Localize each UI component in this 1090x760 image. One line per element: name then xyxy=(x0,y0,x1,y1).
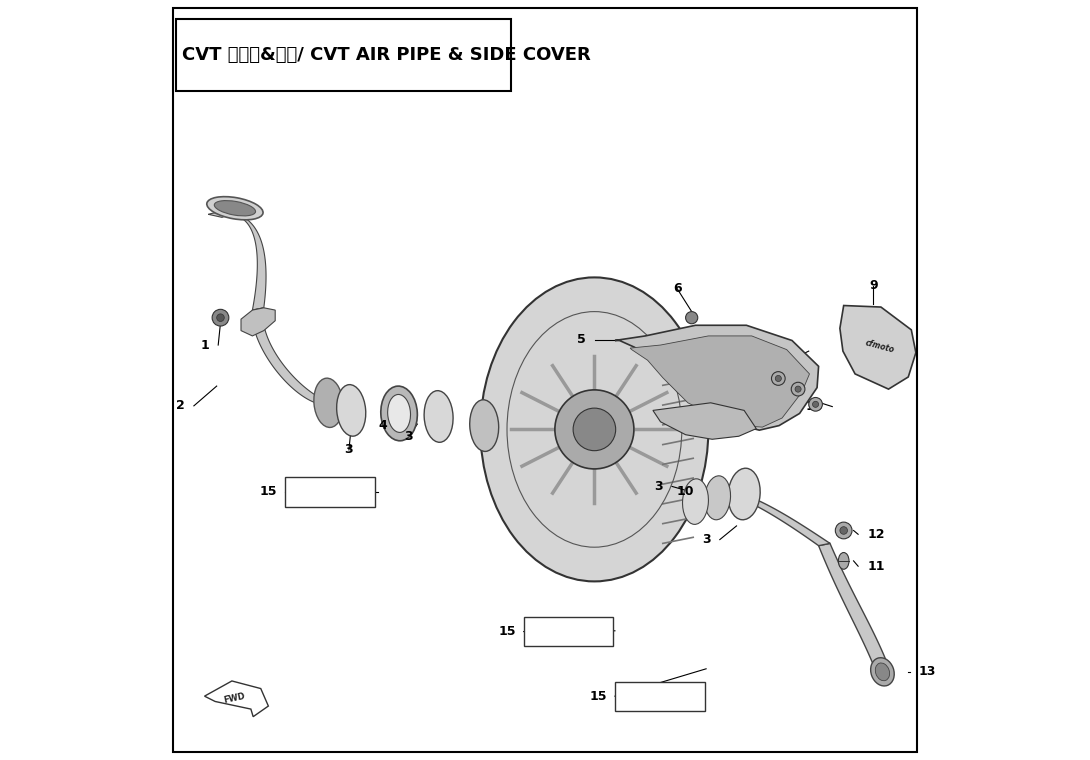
Text: 15: 15 xyxy=(498,625,517,638)
Ellipse shape xyxy=(215,201,255,216)
Circle shape xyxy=(835,522,852,539)
Ellipse shape xyxy=(380,386,417,441)
Circle shape xyxy=(772,372,785,385)
Text: 11: 11 xyxy=(868,559,885,573)
Bar xyxy=(286,477,375,507)
Text: 9: 9 xyxy=(869,279,877,293)
Bar xyxy=(615,682,704,711)
Circle shape xyxy=(555,390,634,469)
Circle shape xyxy=(795,386,801,392)
Ellipse shape xyxy=(871,657,894,686)
Polygon shape xyxy=(205,681,268,717)
Text: 13: 13 xyxy=(919,665,936,679)
Ellipse shape xyxy=(838,553,849,569)
Polygon shape xyxy=(739,496,829,546)
Ellipse shape xyxy=(470,400,499,451)
Text: 15: 15 xyxy=(590,689,607,703)
Circle shape xyxy=(809,397,822,411)
Text: 3: 3 xyxy=(654,480,663,493)
Text: 16: 16 xyxy=(806,400,823,413)
Circle shape xyxy=(840,527,848,534)
Text: 2: 2 xyxy=(175,399,185,413)
Circle shape xyxy=(812,401,819,407)
Polygon shape xyxy=(819,543,891,673)
Text: FWD: FWD xyxy=(222,692,245,705)
Text: 14: 14 xyxy=(783,344,800,358)
Ellipse shape xyxy=(388,394,411,432)
Text: 8: 8 xyxy=(799,373,808,387)
Text: 15: 15 xyxy=(261,485,278,499)
Polygon shape xyxy=(615,325,819,430)
Circle shape xyxy=(686,312,698,324)
Text: 6: 6 xyxy=(673,282,681,296)
Circle shape xyxy=(573,408,616,451)
Text: 12: 12 xyxy=(868,527,885,541)
Ellipse shape xyxy=(314,378,343,427)
Circle shape xyxy=(213,309,229,326)
Bar xyxy=(523,617,614,646)
Text: cfmoto: cfmoto xyxy=(863,338,895,355)
Ellipse shape xyxy=(337,385,366,436)
Polygon shape xyxy=(252,308,332,404)
Ellipse shape xyxy=(875,663,889,681)
Text: 3: 3 xyxy=(702,533,711,546)
Circle shape xyxy=(775,375,782,382)
Polygon shape xyxy=(630,336,810,427)
Text: 3: 3 xyxy=(404,430,412,444)
Polygon shape xyxy=(653,403,756,439)
Ellipse shape xyxy=(682,479,708,524)
Text: 10: 10 xyxy=(677,485,694,499)
Polygon shape xyxy=(840,306,916,389)
Polygon shape xyxy=(241,308,275,336)
Bar xyxy=(177,19,511,91)
Text: 5: 5 xyxy=(578,333,586,347)
Circle shape xyxy=(217,314,225,321)
Circle shape xyxy=(791,382,804,396)
Text: 4: 4 xyxy=(379,419,388,432)
Text: 3: 3 xyxy=(344,443,353,457)
Ellipse shape xyxy=(728,468,760,520)
Ellipse shape xyxy=(704,476,730,520)
Polygon shape xyxy=(208,212,266,310)
Text: 7: 7 xyxy=(753,347,762,361)
Text: CVT 通风管&边盖/ CVT AIR PIPE & SIDE COVER: CVT 通风管&边盖/ CVT AIR PIPE & SIDE COVER xyxy=(182,46,591,65)
Text: 1: 1 xyxy=(201,338,209,352)
Ellipse shape xyxy=(424,391,453,442)
Ellipse shape xyxy=(207,197,263,220)
Ellipse shape xyxy=(481,277,708,581)
